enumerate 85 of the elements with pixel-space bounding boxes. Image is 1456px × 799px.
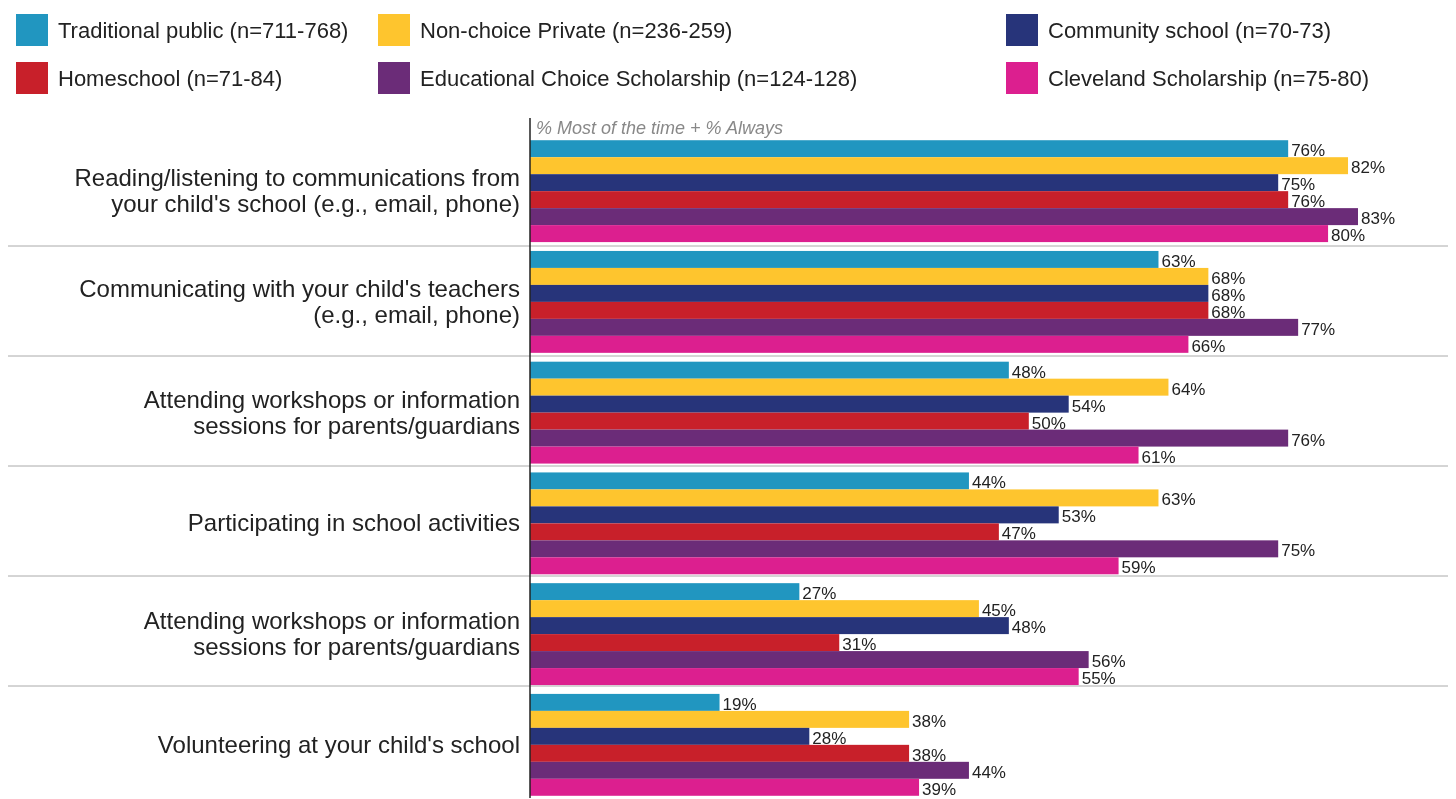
bar — [530, 668, 1079, 686]
bar — [530, 378, 1169, 396]
bar — [530, 225, 1329, 243]
legend-label: Educational Choice Scholarship (n=124-128) — [420, 66, 858, 91]
y-tick-label: Volunteering at your child's school — [157, 730, 520, 758]
bar — [530, 140, 1289, 158]
data-label: 66% — [1191, 336, 1226, 356]
legend-label: Cleveland Scholarship (n=75-80) — [1048, 66, 1370, 91]
bar — [530, 634, 840, 652]
bar — [530, 693, 720, 711]
bar — [530, 335, 1189, 353]
bar — [530, 446, 1139, 464]
bar — [530, 583, 800, 601]
data-label: 76% — [1291, 192, 1326, 212]
data-label: 77% — [1301, 319, 1336, 339]
data-label: 38% — [912, 711, 947, 731]
data-label: 68% — [1211, 302, 1246, 322]
data-label: 44% — [971, 473, 1006, 493]
data-label: 83% — [1361, 209, 1396, 229]
data-label: 64% — [1171, 379, 1206, 399]
bar — [530, 744, 910, 762]
bar — [530, 472, 969, 490]
data-label: 38% — [912, 745, 947, 765]
data-label: 68% — [1211, 285, 1246, 305]
bar — [530, 267, 1209, 285]
data-label: 48% — [1011, 618, 1046, 638]
data-label: 63% — [1161, 251, 1196, 271]
bar — [530, 600, 979, 618]
data-label: 75% — [1281, 541, 1316, 561]
bar — [530, 318, 1299, 336]
data-label: 75% — [1281, 175, 1316, 195]
bar — [530, 429, 1289, 447]
legend-label: Traditional public (n=711-768) — [58, 18, 349, 43]
bar — [530, 174, 1279, 192]
data-label: 48% — [1011, 362, 1046, 382]
bar — [530, 250, 1159, 268]
data-label: 54% — [1071, 396, 1106, 416]
bar — [530, 761, 969, 779]
data-label: 56% — [1091, 652, 1126, 672]
bar — [530, 557, 1119, 575]
y-tick-label: Participating in school activities — [187, 509, 520, 537]
bar — [530, 651, 1089, 669]
data-label: 59% — [1121, 558, 1156, 578]
data-label: 53% — [1061, 507, 1096, 527]
data-label: 63% — [1161, 490, 1196, 510]
bar — [530, 540, 1279, 558]
bar — [530, 284, 1209, 302]
annotation: % Most of the time + % Always — [536, 118, 783, 138]
legend-label: Community school (n=70-73) — [1048, 18, 1332, 43]
data-label: 68% — [1211, 268, 1246, 288]
bar — [530, 778, 920, 796]
y-tick-label: Attending workshops or information sessions for parents/guardians — [143, 607, 520, 661]
data-label: 28% — [812, 728, 847, 748]
bar — [530, 301, 1209, 319]
y-tick-label: Communicating with your child's teachers (e.g., email, phone) — [79, 274, 520, 328]
bar — [530, 489, 1159, 507]
data-label: 76% — [1291, 141, 1326, 161]
y-tick-label: Attending workshops or information sessions for parents/guardians — [143, 385, 520, 439]
data-label: 47% — [1001, 524, 1036, 544]
data-label: 76% — [1291, 430, 1326, 450]
legend-label: Homeschool (n=71-84) — [58, 66, 283, 91]
bar — [530, 157, 1349, 175]
data-label: 82% — [1351, 158, 1386, 178]
bar — [530, 191, 1289, 209]
legend-label: Non-choice Private (n=236-259) — [420, 18, 733, 43]
data-label: 50% — [1031, 413, 1066, 433]
y-tick-label: Reading/listening to communications from your child's school (e.g., email, phone) — [74, 164, 520, 218]
bar — [530, 523, 999, 541]
data-label: 61% — [1141, 447, 1176, 467]
bar — [530, 617, 1009, 635]
bar — [530, 208, 1358, 226]
bar — [530, 710, 910, 728]
data-label: 80% — [1331, 226, 1366, 246]
data-label: 19% — [722, 694, 757, 714]
data-label: 44% — [971, 762, 1006, 782]
bar — [530, 506, 1059, 524]
data-label: 27% — [802, 584, 837, 604]
bar — [530, 727, 810, 745]
data-label: 45% — [981, 601, 1016, 621]
bar — [530, 361, 1009, 379]
data-label: 39% — [922, 779, 957, 799]
data-label: 55% — [1081, 669, 1116, 689]
bar — [530, 412, 1029, 430]
bar — [530, 395, 1069, 413]
data-label: 31% — [842, 635, 877, 655]
